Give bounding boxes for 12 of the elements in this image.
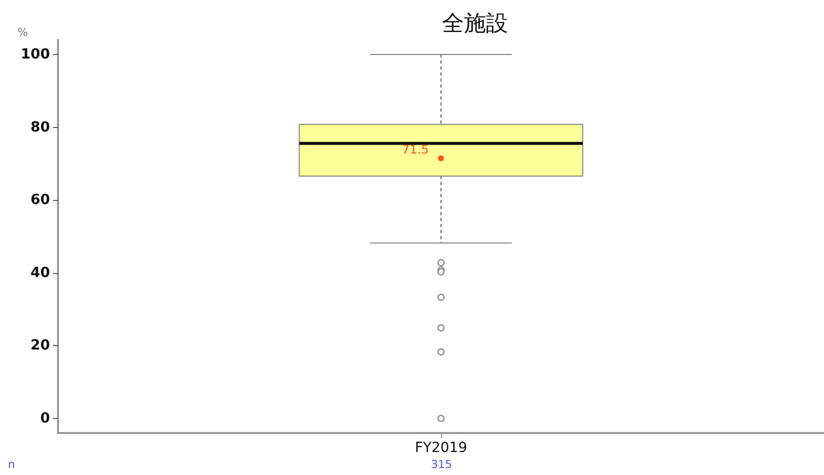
y-tick-label: 20	[30, 338, 50, 354]
text: 71.5	[402, 142, 429, 156]
y-tick-label: 0	[40, 410, 50, 426]
chart-title: 全施設	[442, 12, 508, 36]
y-tick-label: 100	[20, 46, 50, 63]
y-tick-label: 60	[30, 192, 50, 208]
y-axis-title: %	[18, 26, 28, 39]
x-tick-label: FY2019	[414, 440, 468, 456]
y-tick-label: 40	[30, 264, 50, 281]
text: n	[8, 458, 15, 471]
y-tick-label: 80	[30, 119, 50, 136]
text: 315	[431, 458, 452, 471]
